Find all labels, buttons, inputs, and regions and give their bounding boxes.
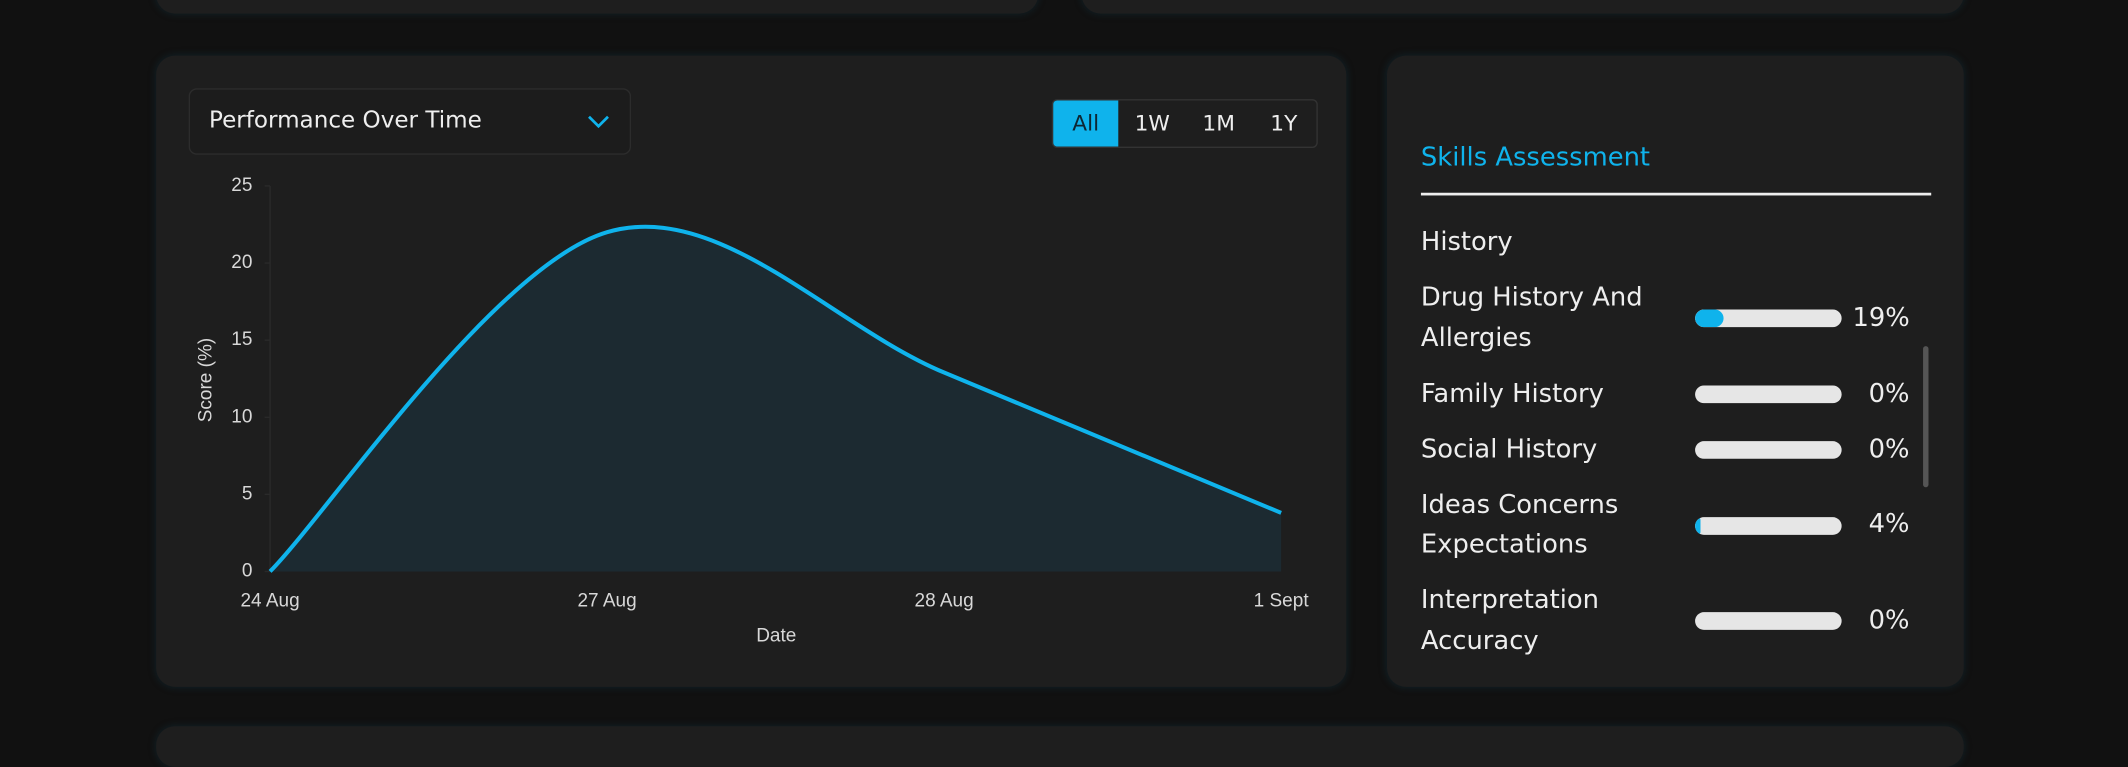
skill-name: Ideas Concerns Expectations: [1420, 489, 1619, 560]
y-tick-label: 20: [231, 252, 252, 273]
skill-percent: 4%: [1868, 509, 1910, 540]
skill-percent: 19%: [1852, 302, 1910, 333]
range-button[interactable]: All: [1053, 100, 1119, 147]
skill-bar: [1695, 309, 1842, 328]
skill-name: Family History: [1420, 378, 1604, 408]
skill-bar-fill: [1695, 516, 1701, 535]
range-button[interactable]: 1Y: [1270, 109, 1298, 136]
skill-bar: [1695, 440, 1842, 459]
card-top-left: [156, 0, 1039, 14]
page: Performance Over Time All 1W 1M 1Y Date Sco…: [156, 0, 1964, 767]
skill-row: Ideas Concerns Expectations 4%: [1421, 485, 1910, 565]
skills-card: [1386, 55, 1964, 687]
skill-row: Family History 0%: [1421, 374, 1910, 414]
dashboard: Performance Over Time All 1W 1M 1Y Date Sco…: [156, 0, 1964, 767]
line: [268, 224, 1282, 573]
x-axis-label: Date: [756, 626, 796, 647]
y-tick-label: 0: [242, 560, 253, 581]
y-tick-label: 5: [242, 483, 253, 504]
area: [270, 226, 1282, 572]
clipped-skill: History: [1420, 226, 1513, 257]
range-button[interactable]: 1W: [1134, 109, 1170, 136]
y-tick-label: 10: [231, 406, 252, 427]
y-tick-label: 25: [231, 175, 252, 196]
skill-row: Social History 0%: [1421, 430, 1910, 470]
range-button[interactable]: 1M: [1202, 109, 1235, 136]
chart-title: Performance Over Time: [208, 107, 482, 135]
title-underline: [1420, 192, 1932, 196]
x-tick-label: 28 Aug: [915, 590, 974, 611]
skill-row: Interpretation Accuracy 0%: [1421, 581, 1910, 656]
skill-percent: 0%: [1868, 605, 1910, 635]
y-tick-label: 15: [231, 329, 252, 350]
skill-percent: 0%: [1868, 378, 1910, 408]
chart-selector[interactable]: Performance Over Time: [188, 88, 632, 155]
skill-percent: 0%: [1868, 433, 1910, 464]
skill-bar: [1695, 385, 1842, 403]
skills-list: History Drug History And Allergies 19% Fam…: [1421, 223, 1910, 656]
chevron-icon: [588, 115, 609, 129]
skill-name: Interpretation Accuracy: [1420, 585, 1600, 655]
skill-name: Social History: [1420, 433, 1598, 464]
skills-title: Skills Assessment: [1420, 142, 1651, 173]
skill-bar: [1695, 612, 1842, 630]
x-tick-label: 1 Sept: [1254, 590, 1310, 611]
y-axis-label: Score (%): [195, 338, 216, 422]
card-top-right: [1081, 0, 1964, 14]
x-tick-label: 27 Aug: [578, 590, 637, 611]
chart: Date Score (%) 0 5 10 15 20 25 24 Aug 27 Aug 28 …: [195, 175, 1310, 647]
skill-bar: [1695, 516, 1842, 535]
card-bottom: [156, 726, 1964, 767]
skill-bar-fill: [1695, 309, 1723, 328]
x-tick-label: 24 Aug: [240, 590, 299, 611]
skill-name: Drug History And Allergies: [1420, 282, 1643, 353]
skill-row: Drug History And Allergies 19%: [1421, 278, 1910, 358]
scrollbar[interactable]: [1923, 346, 1929, 488]
range-buttons: All 1W 1M 1Y: [1051, 99, 1318, 148]
